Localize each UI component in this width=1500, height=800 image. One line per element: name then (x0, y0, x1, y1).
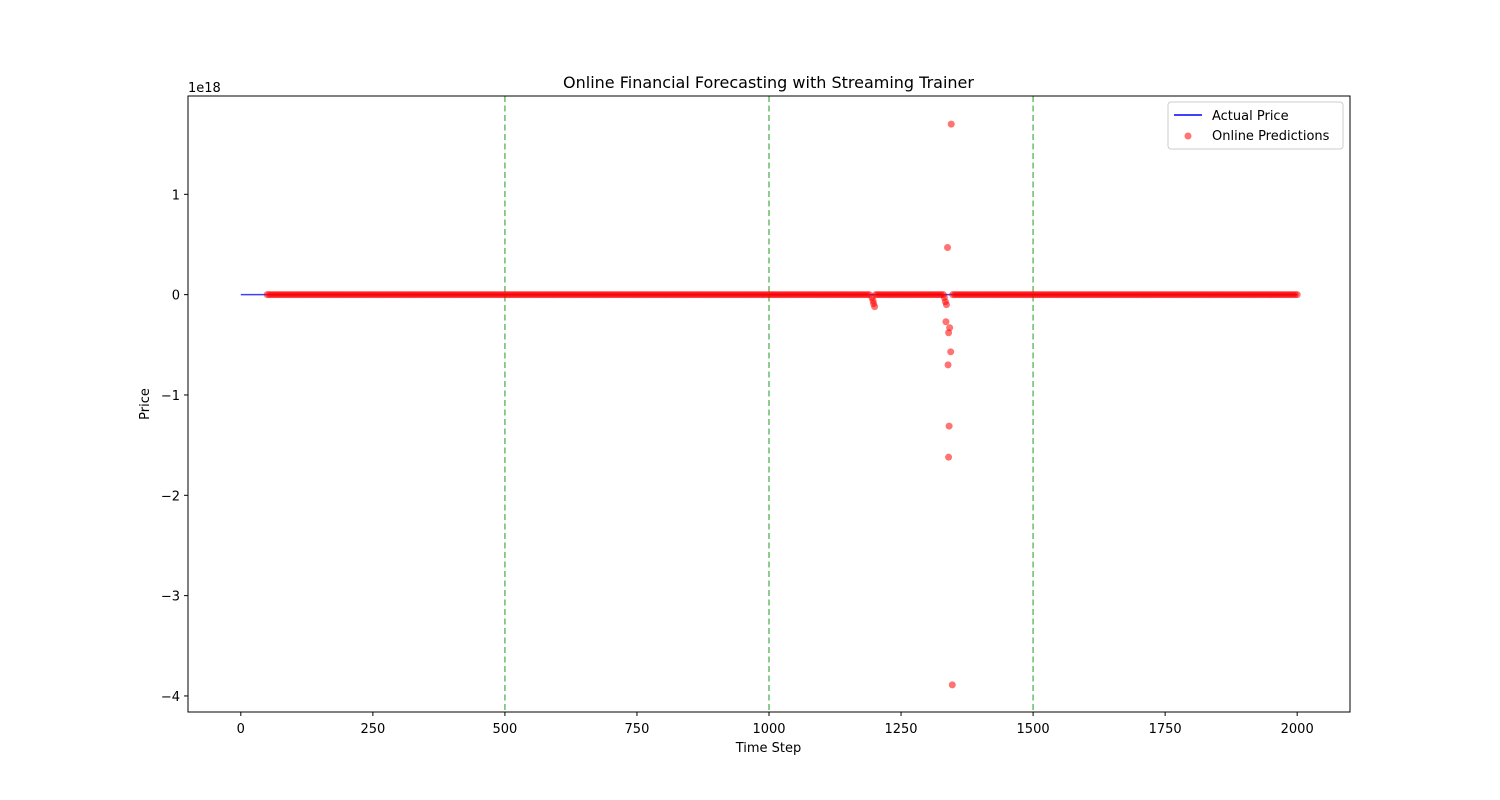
y-tick-label: 0 (172, 289, 180, 304)
prediction-point (1293, 291, 1301, 299)
y-axis-offset-label: 1e18 (188, 81, 221, 96)
prediction-point (944, 361, 952, 369)
prediction-point (945, 453, 953, 461)
x-tick-label: 1750 (1149, 722, 1182, 737)
legend-label-actual-price: Actual Price (1212, 109, 1289, 124)
x-tick-label: 1500 (1017, 722, 1050, 737)
prediction-point (944, 243, 952, 251)
plot-area: 0 250 500 750 1000 1250 1500 1750 2000 −4 −3 −2 −1 0 1 (161, 95, 1351, 737)
prediction-point (947, 348, 955, 356)
x-tick-label: 250 (360, 722, 385, 737)
prediction-point (947, 120, 955, 128)
legend: Actual Price Online Predictions (1167, 101, 1344, 150)
y-tick-label: 1 (172, 188, 180, 203)
x-tick-label: 1250 (884, 722, 917, 737)
x-tick-label: 0 (237, 722, 245, 737)
y-tick-label: −4 (161, 690, 180, 705)
legend-swatch-online-predictions (1184, 132, 1192, 140)
chart-title: Online Financial Forecasting with Stream… (563, 73, 974, 92)
prediction-point (942, 318, 950, 326)
prediction-point (942, 301, 950, 309)
x-tick-label: 2000 (1281, 722, 1314, 737)
legend-label-online-predictions: Online Predictions (1212, 129, 1330, 144)
x-axis-title: Time Step (735, 741, 802, 756)
y-tick-label: −2 (161, 489, 180, 504)
legend-frame (1167, 101, 1344, 150)
y-tick-label: −1 (161, 389, 180, 404)
prediction-point (945, 422, 953, 430)
prediction-point (945, 329, 953, 337)
x-tick-label: 750 (625, 722, 650, 737)
y-axis-title: Price (138, 388, 153, 420)
prediction-point (871, 303, 879, 311)
online-predictions-series (263, 120, 1301, 689)
x-tick-label: 500 (492, 722, 517, 737)
y-tick-label: −3 (161, 590, 180, 605)
x-tick-label: 1000 (752, 722, 785, 737)
prediction-point (948, 681, 956, 689)
